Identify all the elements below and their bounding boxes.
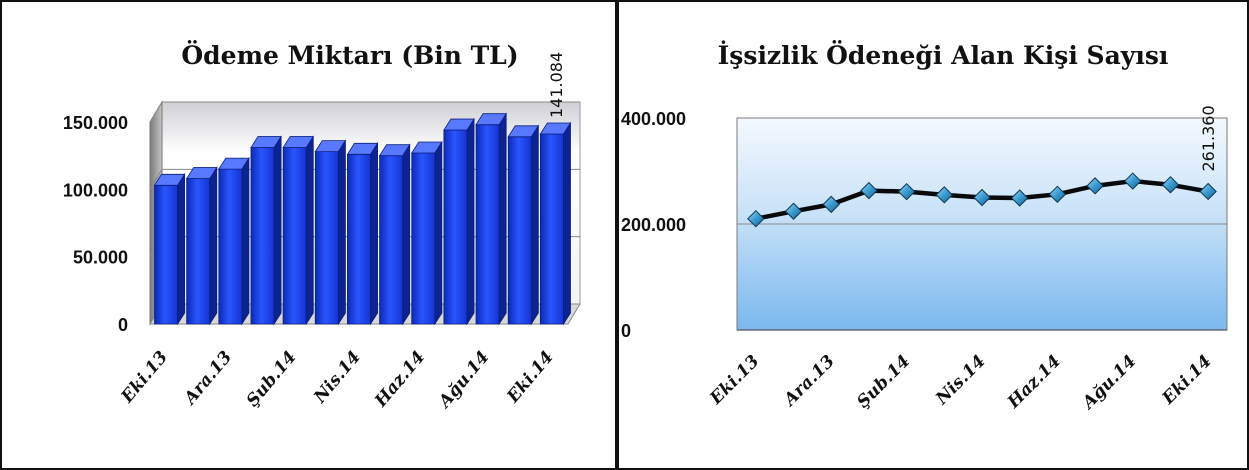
plot-area bbox=[736, 117, 1228, 331]
data-label: 141.084 bbox=[547, 52, 566, 118]
bar-series bbox=[153, 112, 572, 326]
x-tick-label: Eki.14 bbox=[1158, 351, 1216, 409]
bar-side bbox=[466, 117, 475, 326]
data-label: 261.360 bbox=[1199, 105, 1218, 171]
x-tick-label: Eki.13 bbox=[117, 347, 172, 407]
y-tick-label: 0 bbox=[118, 315, 128, 335]
gridline bbox=[149, 101, 580, 123]
beneficiaries-line-chart: 0 200.000 400.000 Eki.13 Ara.13 Şub.14 Nis.14… bbox=[621, 41, 1228, 414]
line-series bbox=[747, 172, 1217, 228]
y-tick-label: 50.000 bbox=[73, 248, 128, 268]
bar-side bbox=[209, 166, 218, 326]
x-axis: Eki.13 Ara.13 Şub.14 Nis.14 Haz.14 Ağu.14 Eki.… bbox=[706, 351, 1216, 414]
bar-front bbox=[282, 147, 307, 325]
y-tick-label: 200.000 bbox=[621, 215, 686, 235]
y-tick-label: 100.000 bbox=[63, 180, 128, 200]
bar bbox=[475, 112, 507, 326]
x-axis: Eki.13 Ara.13 Şub.14 Nis.14 Haz.14 Ağu.14 Eki.… bbox=[117, 347, 558, 413]
y-axis: 0 200.000 400.000 bbox=[621, 109, 686, 341]
bar bbox=[443, 117, 475, 326]
bar bbox=[378, 143, 411, 326]
bar-side bbox=[434, 140, 443, 326]
x-tick-label: Eki.13 bbox=[706, 351, 764, 409]
bar-side bbox=[370, 141, 378, 326]
chart-title: Ödeme Miktarı (Bin TL) bbox=[181, 41, 518, 70]
data-point bbox=[1048, 185, 1067, 204]
chart-title: İşsizlik Ödeneği Alan Kişi Sayısı bbox=[718, 41, 1169, 70]
x-tick-label: Şub.14 bbox=[853, 351, 914, 412]
data-point bbox=[860, 181, 878, 200]
payment-bar-chart: 0 50.000 100.000 150.000 Eki.13 Ara.13 Şub.14… bbox=[63, 41, 581, 413]
y-tick-label: 0 bbox=[621, 321, 631, 341]
x-tick-label: Haz.14 bbox=[1003, 351, 1065, 413]
x-tick-label: Nis.14 bbox=[931, 351, 989, 409]
bar-front bbox=[411, 152, 436, 325]
data-labels: 141.084 bbox=[547, 52, 566, 118]
bar-front bbox=[507, 136, 532, 325]
bar-side bbox=[402, 143, 411, 326]
x-tick-label: Eki.14 bbox=[503, 347, 558, 407]
bar-side bbox=[177, 172, 186, 326]
bar bbox=[218, 156, 250, 326]
data-point bbox=[935, 186, 954, 204]
x-tick-label: Nis.14 bbox=[310, 347, 365, 407]
data-point bbox=[747, 209, 765, 228]
data-labels: 261.360 bbox=[1199, 105, 1218, 171]
x-tick-label: Ağu.14 bbox=[434, 347, 494, 413]
bar bbox=[282, 135, 314, 326]
bar-side bbox=[530, 124, 539, 326]
bar bbox=[314, 139, 347, 326]
bar bbox=[507, 124, 540, 326]
bar-side bbox=[563, 121, 571, 326]
x-tick-label: Haz.14 bbox=[371, 347, 430, 411]
data-point bbox=[1086, 177, 1104, 195]
bar-side bbox=[241, 156, 250, 326]
y-tick-label: 150.000 bbox=[63, 113, 128, 133]
data-point bbox=[1010, 189, 1029, 207]
bar-side bbox=[305, 135, 314, 326]
data-point bbox=[973, 188, 991, 207]
x-tick-label: Şub.14 bbox=[243, 347, 301, 410]
x-tick-label: Ağu.14 bbox=[1077, 351, 1140, 414]
beneficiaries-chart-panel: 0 200.000 400.000 Eki.13 Ara.13 Şub.14 Nis.14… bbox=[616, 0, 1249, 470]
y-tick-label: 400.000 bbox=[621, 109, 686, 129]
data-point bbox=[822, 195, 840, 214]
bar-side bbox=[273, 135, 282, 326]
bar-front bbox=[314, 151, 339, 325]
x-tick-label: Ara.13 bbox=[779, 351, 839, 411]
bar-front bbox=[539, 133, 564, 325]
data-point bbox=[1161, 176, 1180, 194]
payment-chart-panel: 0 50.000 100.000 150.000 Eki.13 Ara.13 Şub.14… bbox=[0, 0, 618, 470]
bar bbox=[539, 121, 572, 326]
bar-front bbox=[379, 155, 404, 325]
data-point bbox=[1124, 172, 1142, 190]
bar-front bbox=[250, 147, 275, 325]
bar bbox=[346, 141, 379, 326]
data-point bbox=[897, 182, 916, 201]
bar bbox=[153, 172, 186, 326]
bar bbox=[411, 140, 443, 326]
bar-front bbox=[443, 129, 468, 325]
bar-front bbox=[218, 168, 243, 325]
bar bbox=[185, 166, 218, 326]
data-point bbox=[1199, 182, 1217, 201]
bar-front bbox=[475, 124, 500, 325]
bar bbox=[250, 135, 282, 326]
x-tick-label: Ara.13 bbox=[179, 347, 236, 410]
bar-front bbox=[154, 184, 179, 325]
bar-side bbox=[338, 139, 346, 326]
bar-front bbox=[186, 178, 211, 325]
bar-front bbox=[347, 153, 371, 325]
bar-side bbox=[498, 112, 507, 326]
data-point bbox=[784, 202, 803, 220]
y-axis: 0 50.000 100.000 150.000 bbox=[63, 113, 128, 335]
